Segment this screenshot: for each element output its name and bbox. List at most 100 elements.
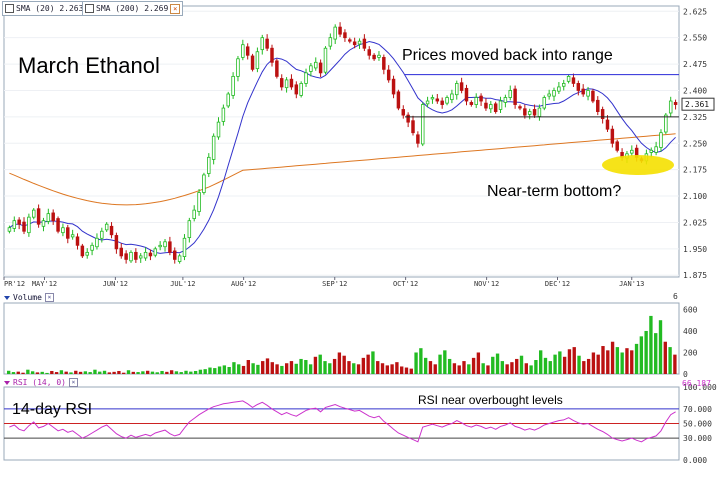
rsi-title-annotation: 14-day RSI [12, 401, 92, 418]
volume-bar [390, 364, 394, 374]
candle-body [362, 38, 367, 49]
volume-bar [476, 352, 481, 374]
candle-body [445, 97, 449, 104]
volume-y-tick-label: 600 [683, 305, 698, 314]
volume-bar [7, 370, 11, 374]
volume-bar [174, 371, 179, 374]
volume-bar [251, 363, 255, 374]
candle-body [591, 90, 595, 102]
volume-bar [93, 369, 97, 374]
candle-body [557, 86, 561, 92]
volume-bar [443, 350, 447, 374]
price-y-tick-label: 2.175 [683, 166, 707, 175]
rsi-panel-tag[interactable]: RSI (14, 0) × [4, 378, 78, 387]
volume-bar [59, 370, 64, 374]
collapse-icon[interactable] [4, 380, 10, 385]
volume-bar [193, 370, 198, 374]
volume-bar [625, 348, 629, 374]
price-y-tick-label: 2.025 [683, 218, 707, 227]
volume-bar [213, 368, 217, 374]
volume-bar [510, 362, 514, 374]
candle-body [177, 255, 182, 262]
volume-bar [562, 356, 567, 374]
candle-body [192, 209, 196, 219]
rsi-y-tick-label: 50.000 [683, 420, 712, 429]
volume-y-tick-label: 200 [683, 348, 698, 357]
volume-bar [40, 371, 44, 374]
price-y-tick-label: 1.950 [683, 245, 707, 254]
volume-bar [45, 372, 49, 374]
candle-body [450, 93, 454, 101]
volume-bar [447, 358, 452, 374]
candle-body [673, 102, 678, 105]
volume-bar [189, 371, 193, 374]
volume-bar [150, 371, 155, 374]
volume-bar [500, 361, 505, 374]
volume-bar [299, 358, 303, 374]
candle-body [605, 119, 610, 130]
candle-body [659, 132, 663, 148]
candle-body [503, 97, 508, 103]
candle-body [173, 250, 177, 260]
close-icon[interactable]: × [68, 378, 78, 387]
volume-bar [313, 356, 318, 374]
volume-bar [323, 361, 327, 374]
volume-bar [673, 354, 677, 374]
volume-bar [227, 367, 231, 374]
volume-bar [452, 363, 457, 374]
rsi-y-tick-label: 100.000 [683, 383, 717, 392]
candle-body [70, 234, 75, 238]
volume-bar [606, 350, 610, 374]
candle-body [289, 78, 294, 88]
volume-bar [639, 336, 644, 374]
volume-bar [88, 372, 92, 374]
volume-bar [630, 350, 634, 374]
candle-body [75, 236, 80, 246]
close-icon[interactable]: × [170, 3, 181, 14]
candle-body [27, 216, 31, 234]
sma200-legend-label: SMA (200) [96, 4, 140, 13]
candle-body [221, 107, 226, 122]
volume-bar [663, 341, 667, 374]
candle-body [143, 251, 148, 259]
candle-body [323, 47, 328, 73]
candle-body [163, 241, 167, 248]
sma200-legend[interactable]: SMA (200) 2.269 × [82, 1, 184, 16]
rsi-note-annotation: RSI near overbought levels [418, 393, 563, 407]
candle-body [275, 60, 279, 77]
volume-bar [591, 352, 596, 374]
close-icon[interactable]: × [44, 293, 54, 302]
volume-bar [270, 362, 274, 374]
candle-body [255, 51, 260, 70]
candle-body [581, 88, 585, 95]
candle-body [571, 77, 576, 84]
price-y-tick-label: 2.625 [683, 7, 707, 16]
volume-bar [26, 369, 30, 374]
volume-bar [361, 357, 366, 374]
candle-body [469, 102, 474, 105]
candle-body [284, 79, 289, 89]
candle-body [17, 219, 21, 225]
volume-bar [136, 372, 140, 374]
candle-body [430, 97, 435, 100]
sma200-swatch [85, 4, 94, 13]
volume-bar [74, 370, 78, 374]
sma200-line [9, 133, 676, 206]
volume-bar [400, 366, 404, 374]
volume-bar [548, 361, 552, 374]
volume-panel-tag[interactable]: Volume × [4, 293, 54, 302]
collapse-icon[interactable] [4, 295, 10, 300]
candle-body [654, 146, 658, 153]
price-x-tick-label: OCT'12 [393, 280, 418, 288]
price-x-tick-label: PR'12 [4, 280, 25, 288]
volume-bar [217, 366, 222, 374]
volume-bar [294, 363, 298, 374]
candle-body [241, 44, 245, 58]
candle-body [479, 95, 483, 102]
volume-bar [98, 371, 102, 374]
sma20-swatch [5, 4, 14, 13]
candle-body [518, 106, 522, 109]
volume-bar [246, 360, 250, 374]
candle-body [109, 225, 114, 236]
